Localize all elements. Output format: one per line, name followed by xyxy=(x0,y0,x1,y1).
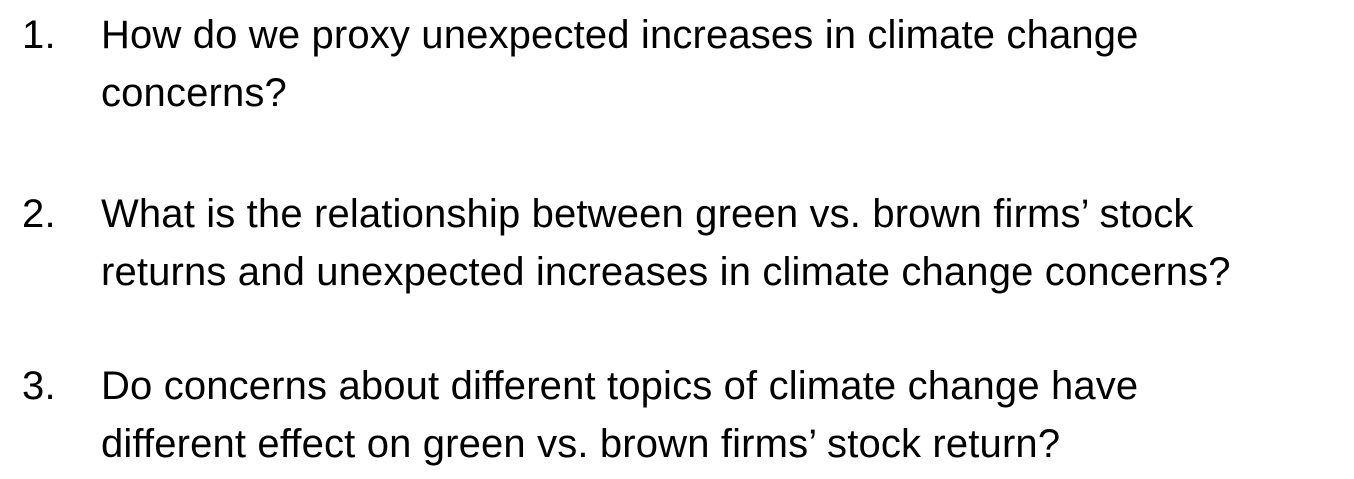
question-number: 3. xyxy=(22,364,56,408)
question-text: What is the relationship between green v… xyxy=(101,185,1346,301)
question-line: concerns? xyxy=(101,71,287,115)
question-number: 1. xyxy=(22,13,56,57)
question-line: Do concerns about different topics of cl… xyxy=(101,364,1139,408)
question-line: What is the relationship between green v… xyxy=(101,192,1194,236)
question-line: returns and unexpected increases in clim… xyxy=(101,250,1231,294)
question-number: 2. xyxy=(22,192,56,236)
question-text: How do we proxy unexpected increases in … xyxy=(101,6,1346,122)
question-text: Do concerns about different topics of cl… xyxy=(101,357,1346,473)
question-line: How do we proxy unexpected increases in … xyxy=(101,13,1139,57)
question-line: different effect on green vs. brown firm… xyxy=(101,422,1061,466)
